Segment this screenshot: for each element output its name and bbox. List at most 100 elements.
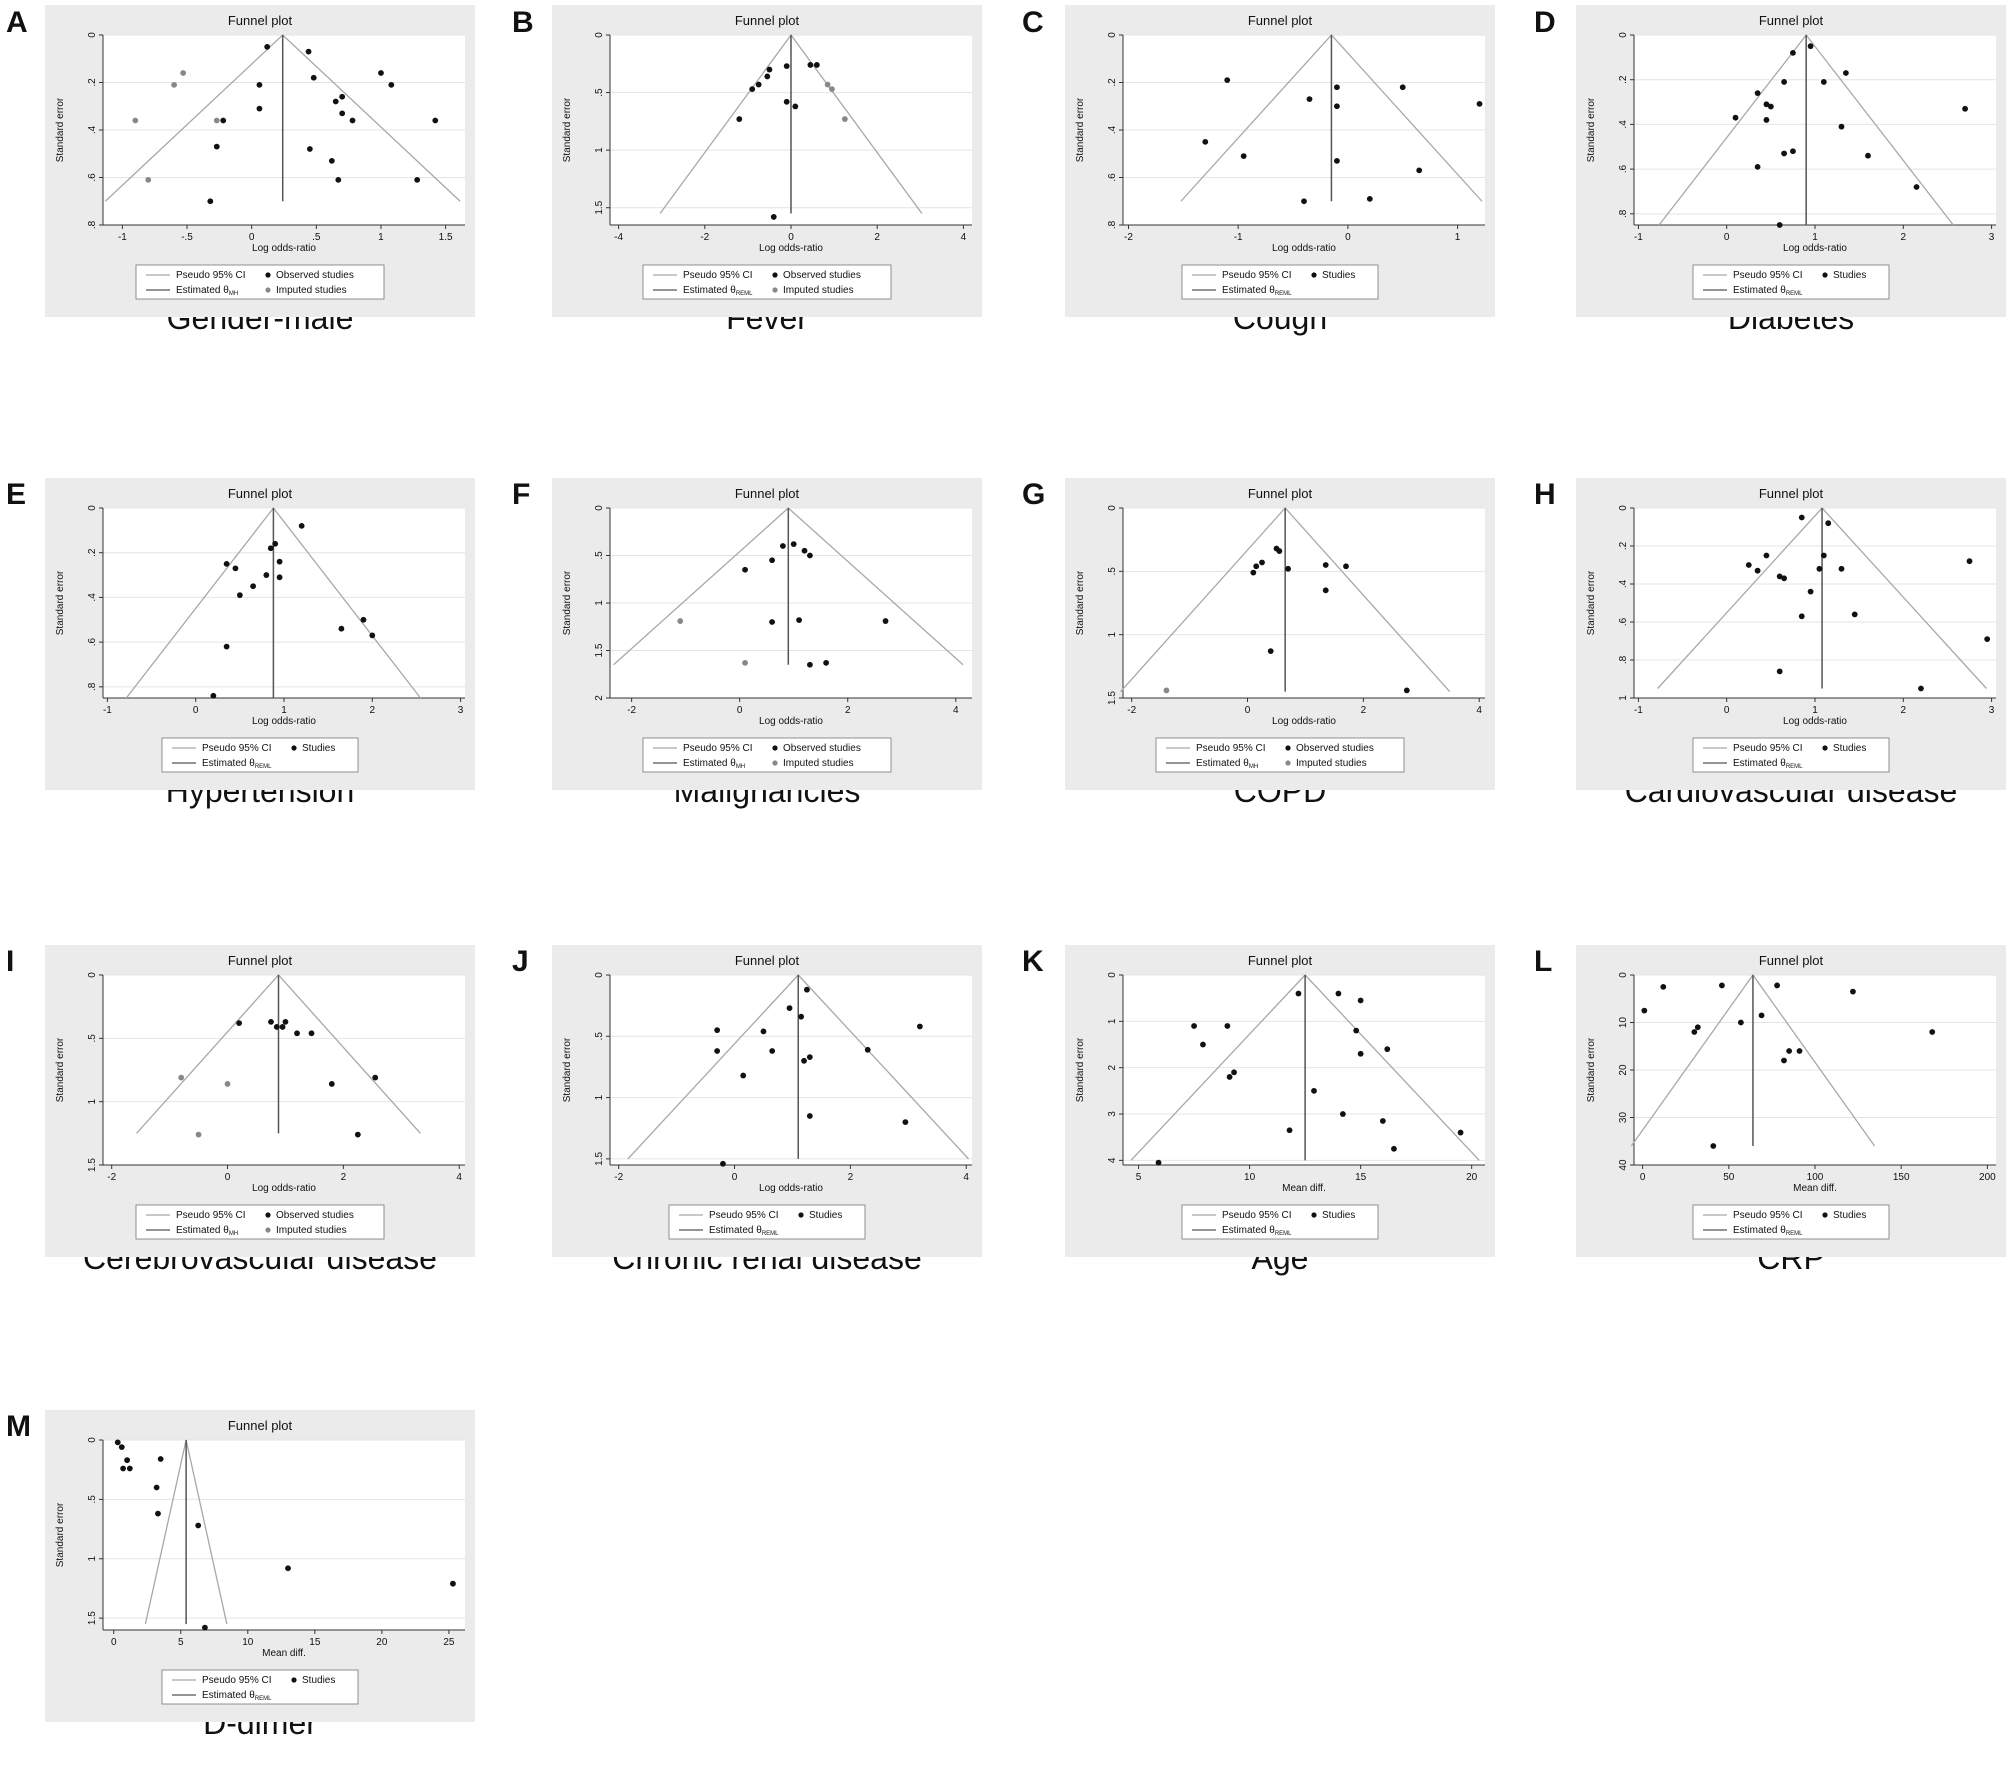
legend-estimate-subscript: REML bbox=[1275, 1231, 1292, 1237]
funnel-plot: Funnel plot 0 .2 .4 .6 .8 -2 -1 0 1 Log odds-ratio… bbox=[1065, 5, 1495, 317]
y-axis-label: Standard error bbox=[1586, 1037, 1597, 1102]
y-tick-label: .6 bbox=[1618, 617, 1629, 626]
x-tick-label: 0 bbox=[249, 232, 255, 243]
observed-study-point bbox=[369, 632, 376, 639]
observed-study-point bbox=[1694, 1024, 1701, 1031]
legend-estimate-label: Estimated θREML bbox=[1733, 1225, 1803, 1237]
x-axis-label: Log odds-ratio bbox=[1783, 243, 1847, 254]
observed-study-point bbox=[1754, 90, 1761, 97]
legend-observed-swatch bbox=[265, 1212, 271, 1218]
observed-study-point bbox=[1155, 1159, 1162, 1166]
panel-letter: B bbox=[512, 6, 534, 39]
legend-box bbox=[135, 264, 385, 300]
observed-study-point bbox=[1758, 1012, 1765, 1019]
y-tick-label: 0 bbox=[1107, 505, 1118, 511]
y-axis-label: Standard error bbox=[55, 97, 66, 162]
observed-study-point bbox=[770, 214, 777, 220]
observed-study-point bbox=[801, 547, 808, 554]
legend-estimate-label: Estimated θREML bbox=[202, 1690, 272, 1702]
legend-observed-swatch bbox=[1822, 1212, 1828, 1218]
x-tick-label: 20 bbox=[1466, 1172, 1478, 1183]
funnel-plot: Funnel plot 0 .5 1 1.5 -2 0 2 4 Log odds-ratio Sta… bbox=[1065, 478, 1495, 790]
imputed-study-point bbox=[180, 70, 187, 76]
observed-study-point bbox=[1850, 988, 1856, 995]
observed-study-point bbox=[378, 70, 384, 76]
observed-study-point bbox=[308, 1030, 315, 1037]
legend-observed-swatch bbox=[772, 745, 778, 751]
legend-estimate-subscript: REML bbox=[762, 1231, 779, 1237]
observed-study-point bbox=[1754, 163, 1761, 170]
observed-study-point bbox=[1767, 103, 1774, 110]
x-tick-label: -2 bbox=[107, 1172, 116, 1183]
observed-study-point bbox=[1781, 79, 1787, 85]
y-axis-label: Standard error bbox=[1075, 570, 1086, 635]
observed-study-point bbox=[783, 98, 790, 105]
legend-estimate-subscript: MH bbox=[1249, 764, 1258, 770]
legend-observed-swatch bbox=[798, 1212, 804, 1218]
observed-study-point bbox=[1286, 1127, 1293, 1134]
plot-title: Funnel plot bbox=[1759, 486, 1824, 501]
y-tick-label: 0 bbox=[87, 505, 98, 511]
y-tick-label: .8 bbox=[87, 220, 98, 229]
imputed-study-point bbox=[213, 117, 220, 124]
observed-study-point bbox=[236, 592, 243, 599]
x-axis-label: Log odds-ratio bbox=[252, 1183, 316, 1194]
observed-study-point bbox=[1776, 668, 1783, 675]
y-tick-label: .6 bbox=[1107, 173, 1118, 182]
y-tick-label: 1 bbox=[594, 147, 605, 153]
y-tick-label: 1 bbox=[87, 1556, 98, 1562]
legend-estimate-subscript: REML bbox=[255, 1696, 272, 1702]
funnel-plot: Funnel plot 0 .5 1 1.5 -2 0 2 4 Log odds-ratio Sta… bbox=[552, 945, 982, 1257]
legend: Pseudo 95% CI Estimated θMH Observed studi… bbox=[135, 264, 385, 300]
panel-letter: A bbox=[6, 6, 28, 39]
y-tick-label: 4 bbox=[1107, 1157, 1118, 1163]
y-tick-label: .5 bbox=[594, 88, 605, 97]
legend-observed-label: Observed studies bbox=[783, 270, 861, 281]
observed-study-point bbox=[1843, 70, 1849, 76]
observed-study-point bbox=[153, 1484, 160, 1491]
panel-letter: J bbox=[512, 945, 529, 978]
legend-estimate-subscript: MH bbox=[229, 291, 238, 297]
y-axis-label: Standard error bbox=[562, 97, 573, 162]
observed-study-point bbox=[335, 176, 342, 183]
y-tick-label: 1 bbox=[87, 1098, 98, 1104]
x-tick-label: 20 bbox=[376, 1637, 388, 1648]
observed-study-point bbox=[1476, 100, 1483, 107]
x-tick-label: -2 bbox=[1124, 232, 1133, 243]
observed-study-point bbox=[263, 572, 270, 578]
x-tick-label: 1.5 bbox=[439, 232, 453, 243]
x-axis-label: Log odds-ratio bbox=[759, 1183, 823, 1194]
x-axis-label: Log odds-ratio bbox=[1783, 716, 1847, 727]
observed-study-point bbox=[432, 117, 439, 124]
y-tick-label: .2 bbox=[1618, 541, 1629, 550]
plot-title: Funnel plot bbox=[1248, 953, 1313, 968]
x-tick-label: 0 bbox=[1345, 232, 1351, 243]
y-tick-label: 1.5 bbox=[87, 1158, 98, 1172]
observed-study-point bbox=[1267, 648, 1274, 655]
y-tick-label: 0 bbox=[594, 972, 605, 978]
observed-study-point bbox=[769, 619, 775, 625]
y-tick-label: .6 bbox=[87, 173, 98, 182]
y-tick-label: .4 bbox=[1618, 579, 1629, 588]
observed-study-point bbox=[1691, 1029, 1698, 1035]
observed-study-point bbox=[792, 103, 799, 110]
funnel-plot: Funnel plot 0 .5 1 1.5 -2 0 2 4 Log odds-ratio Sta… bbox=[45, 945, 475, 1257]
legend-imputed-label: Imputed studies bbox=[276, 285, 347, 296]
observed-study-point bbox=[120, 1465, 127, 1472]
x-tick-label: 10 bbox=[242, 1637, 254, 1648]
x-tick-label: 25 bbox=[443, 1637, 455, 1648]
observed-study-point bbox=[223, 560, 230, 567]
observed-study-point bbox=[1807, 588, 1814, 595]
y-tick-label: 2 bbox=[1107, 1064, 1118, 1070]
plot-area bbox=[103, 508, 465, 698]
observed-study-point bbox=[714, 1048, 721, 1054]
x-tick-label: 3 bbox=[1989, 232, 1995, 243]
x-axis-label: Log odds-ratio bbox=[252, 243, 316, 254]
observed-study-point bbox=[372, 1074, 379, 1081]
observed-study-point bbox=[1913, 184, 1920, 190]
observed-study-point bbox=[798, 1013, 805, 1020]
observed-study-point bbox=[1191, 1023, 1197, 1029]
y-axis-label: Standard error bbox=[55, 570, 66, 635]
legend-estimate-label: Estimated θREML bbox=[1733, 758, 1803, 770]
observed-study-point bbox=[1763, 117, 1770, 123]
